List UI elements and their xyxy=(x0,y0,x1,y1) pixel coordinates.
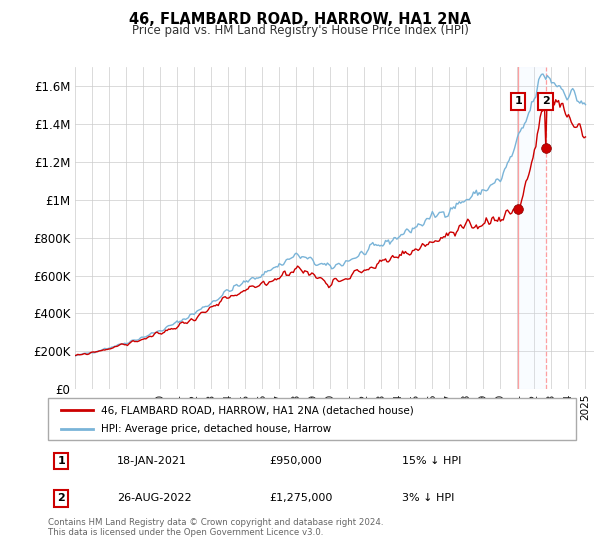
Bar xyxy=(518,67,545,389)
Text: £950,000: £950,000 xyxy=(270,456,323,466)
Text: 26-AUG-2022: 26-AUG-2022 xyxy=(116,493,191,503)
FancyBboxPatch shape xyxy=(48,398,576,440)
Text: 1: 1 xyxy=(58,456,65,466)
Text: 1: 1 xyxy=(514,96,522,106)
Text: 2: 2 xyxy=(58,493,65,503)
Text: 2: 2 xyxy=(542,96,550,106)
Text: 18-JAN-2021: 18-JAN-2021 xyxy=(116,456,187,466)
Text: 3% ↓ HPI: 3% ↓ HPI xyxy=(402,493,454,503)
Text: HPI: Average price, detached house, Harrow: HPI: Average price, detached house, Harr… xyxy=(101,424,331,434)
Text: 15% ↓ HPI: 15% ↓ HPI xyxy=(402,456,461,466)
Text: Contains HM Land Registry data © Crown copyright and database right 2024.
This d: Contains HM Land Registry data © Crown c… xyxy=(48,518,383,538)
Text: Price paid vs. HM Land Registry's House Price Index (HPI): Price paid vs. HM Land Registry's House … xyxy=(131,24,469,37)
Text: 46, FLAMBARD ROAD, HARROW, HA1 2NA (detached house): 46, FLAMBARD ROAD, HARROW, HA1 2NA (deta… xyxy=(101,405,413,415)
Text: 46, FLAMBARD ROAD, HARROW, HA1 2NA: 46, FLAMBARD ROAD, HARROW, HA1 2NA xyxy=(129,12,471,27)
Text: £1,275,000: £1,275,000 xyxy=(270,493,333,503)
